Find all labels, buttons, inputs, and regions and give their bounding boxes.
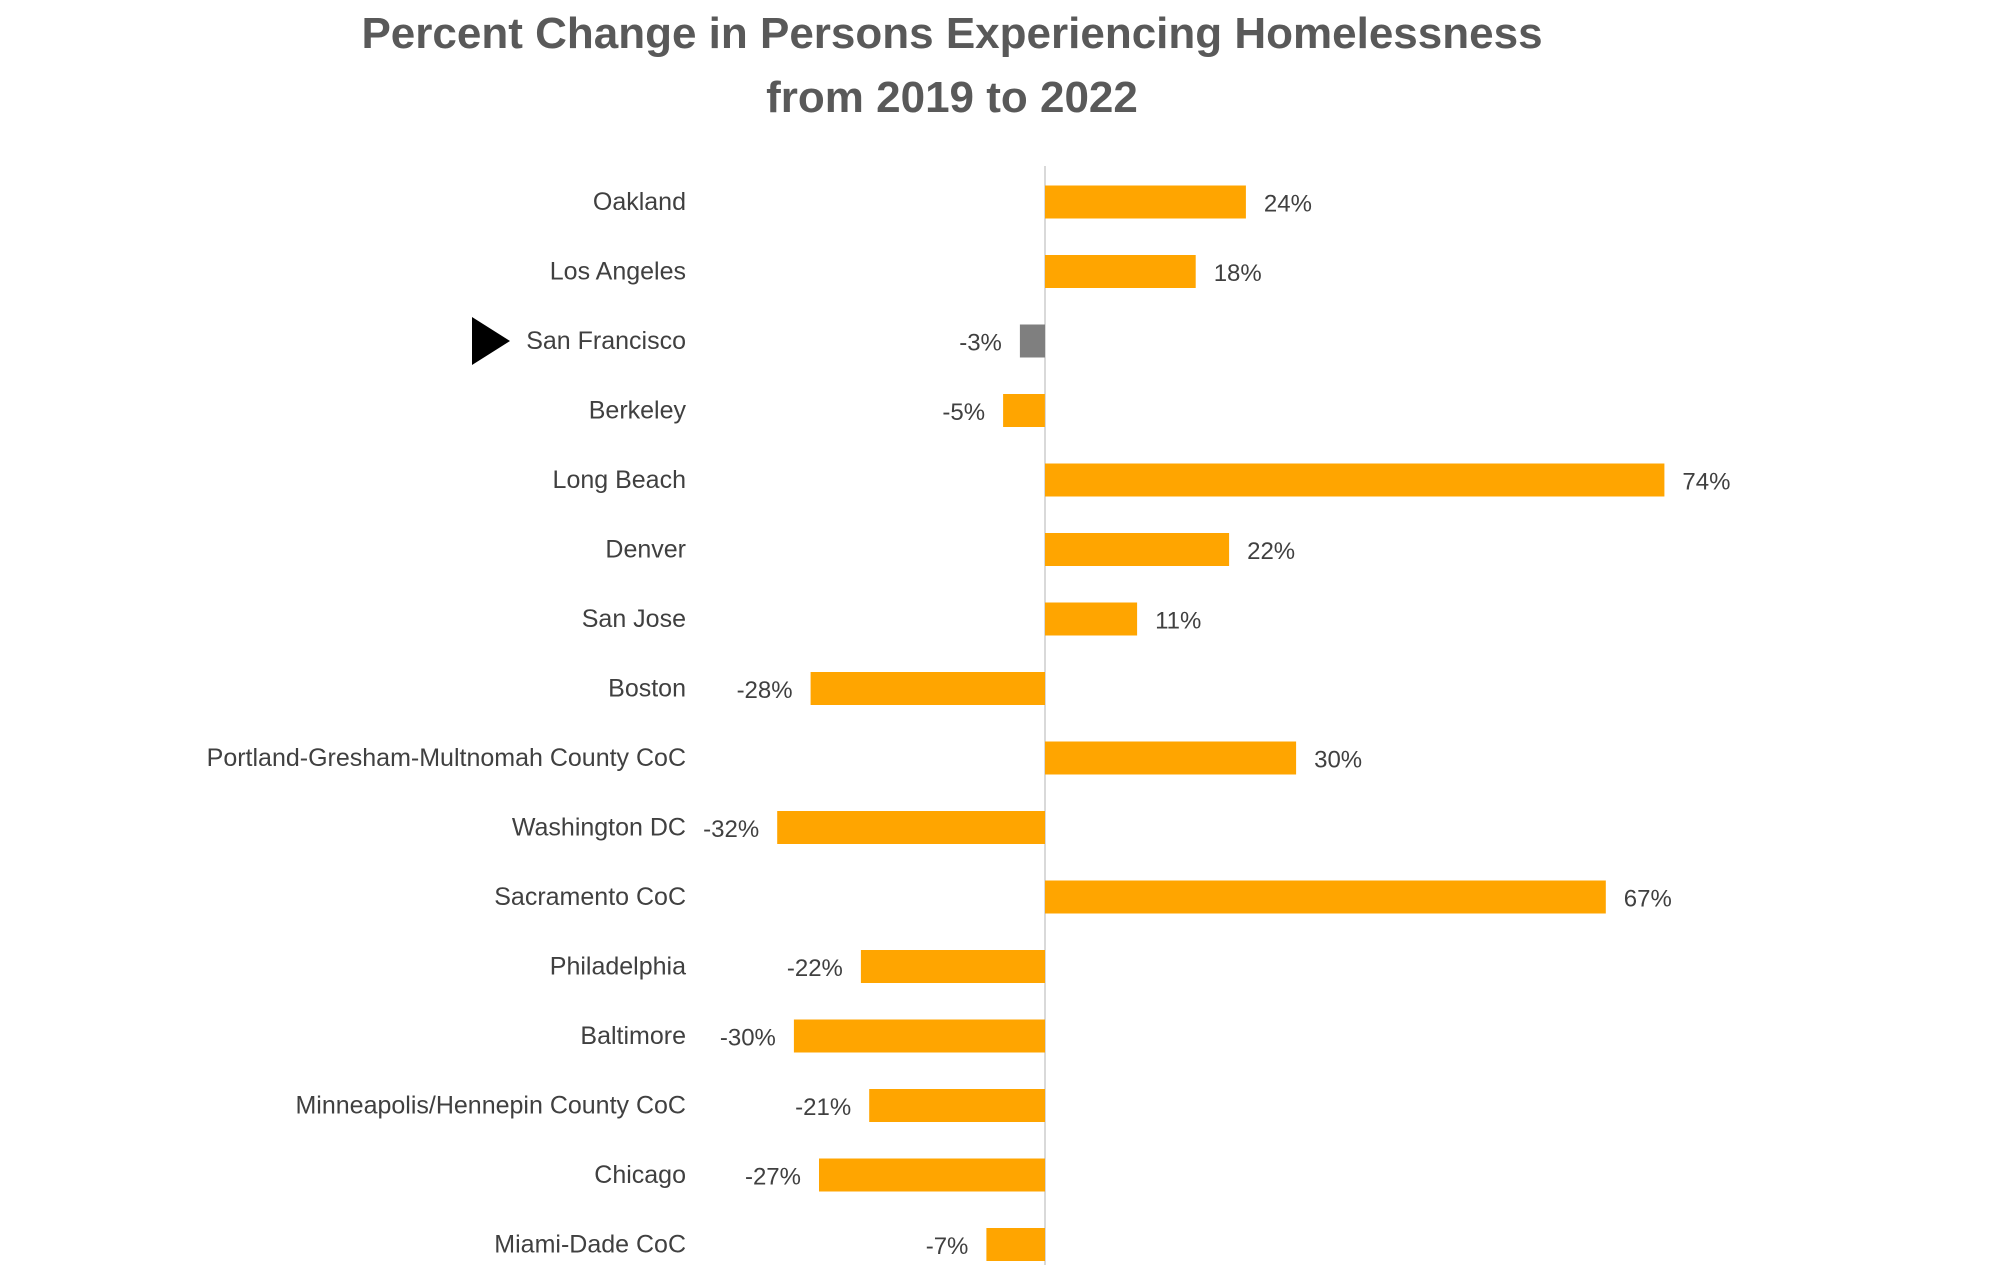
bar-row-denver: Denver 22% xyxy=(605,533,1295,566)
bar-sacramento-coc xyxy=(1045,880,1606,914)
data-label-miami-dade-coc: -7% xyxy=(926,1233,969,1260)
bar-washington-dc xyxy=(777,811,1045,844)
bar-row-los-angeles: Los Angeles 18% xyxy=(550,255,1262,288)
category-label-sacramento-coc: Sacramento CoC xyxy=(494,883,686,911)
data-label-washington-dc: -32% xyxy=(703,816,759,843)
bar-row-philadelphia: Philadelphia -22% xyxy=(550,950,1045,983)
category-label-berkeley: Berkeley xyxy=(589,397,687,425)
chart-title-line-2: from 2019 to 2022 xyxy=(766,73,1138,122)
category-label-san-francisco: San Francisco xyxy=(526,327,686,355)
data-label-oakland: 24% xyxy=(1264,191,1312,218)
bar-miami-dade-coc xyxy=(986,1228,1045,1261)
bar-row-boston: Boston -28% xyxy=(608,672,1045,705)
category-label-washington-dc: Washington DC xyxy=(512,814,686,842)
bar-boston xyxy=(810,672,1045,705)
bar-row-washington-dc: Washington DC -32% xyxy=(512,811,1045,844)
bar-row-baltimore: Baltimore -30% xyxy=(580,1019,1045,1053)
bar-row-san-jose: San Jose 11% xyxy=(582,602,1201,636)
bar-row-portland-gresham-multnomah-county-coc: Portland-Gresham-Multnomah County CoC 30% xyxy=(207,741,1362,775)
data-label-chicago: -27% xyxy=(745,1164,801,1191)
bar-row-minneapolis-hennepin-county-coc: Minneapolis/Hennepin County CoC -21% xyxy=(295,1089,1045,1122)
category-label-long-beach: Long Beach xyxy=(553,466,686,494)
bar-los-angeles xyxy=(1045,255,1196,288)
category-label-baltimore: Baltimore xyxy=(580,1022,686,1050)
bar-minneapolis-hennepin-county-coc xyxy=(869,1089,1045,1122)
bar-row-miami-dade-coc: Miami-Dade CoC -7% xyxy=(494,1228,1045,1261)
data-label-sacramento-coc: 67% xyxy=(1624,886,1672,913)
category-label-oakland: Oakland xyxy=(593,188,686,216)
data-label-baltimore: -30% xyxy=(720,1025,776,1052)
category-label-denver: Denver xyxy=(605,536,686,564)
bar-denver xyxy=(1045,533,1230,566)
highlight-marker-layer xyxy=(472,317,510,365)
data-label-denver: 22% xyxy=(1247,538,1295,565)
bar-row-chicago: Chicago -27% xyxy=(594,1158,1045,1192)
bar-long-beach xyxy=(1045,463,1665,497)
bar-berkeley xyxy=(1003,394,1045,427)
bar-oakland xyxy=(1045,185,1246,219)
data-label-berkeley: -5% xyxy=(942,399,985,426)
category-label-portland-gresham-multnomah-county-coc: Portland-Gresham-Multnomah County CoC xyxy=(207,744,686,772)
bar-philadelphia xyxy=(860,950,1045,983)
category-label-miami-dade-coc: Miami-Dade CoC xyxy=(494,1231,686,1259)
chart-title-line-1: Percent Change in Persons Experiencing H… xyxy=(361,9,1542,58)
bar-row-sacramento-coc: Sacramento CoC 67% xyxy=(494,880,1672,914)
data-label-boston: -28% xyxy=(737,677,793,704)
category-label-philadelphia: Philadelphia xyxy=(550,953,686,981)
category-label-boston: Boston xyxy=(608,675,686,703)
data-label-san-jose: 11% xyxy=(1155,608,1201,635)
data-label-los-angeles: 18% xyxy=(1214,260,1262,287)
category-label-chicago: Chicago xyxy=(594,1161,686,1189)
data-label-philadelphia: -22% xyxy=(787,955,843,982)
bar-rows: Oakland 24% Los Angeles 18% San Francisco -3%… xyxy=(207,185,1730,1261)
bar-row-berkeley: Berkeley -5% xyxy=(589,394,1045,427)
data-label-san-francisco: -3% xyxy=(959,330,1002,357)
category-label-los-angeles: Los Angeles xyxy=(550,258,686,286)
chart-title: Percent Change in Persons Experiencing H… xyxy=(361,9,1542,122)
category-label-minneapolis-hennepin-county-coc: Minneapolis/Hennepin County CoC xyxy=(295,1092,686,1120)
bar-san-jose xyxy=(1045,602,1138,636)
bar-portland-gresham-multnomah-county-coc xyxy=(1045,741,1297,775)
bar-san-francisco xyxy=(1019,324,1045,358)
highlight-arrow-icon xyxy=(472,317,510,365)
bar-baltimore xyxy=(793,1019,1045,1053)
category-label-san-jose: San Jose xyxy=(582,605,686,633)
bar-row-san-francisco: San Francisco -3% xyxy=(526,324,1045,358)
data-label-minneapolis-hennepin-county-coc: -21% xyxy=(795,1094,851,1121)
bar-row-long-beach: Long Beach 74% xyxy=(553,463,1730,497)
bar-chicago xyxy=(819,1158,1045,1192)
bar-row-oakland: Oakland 24% xyxy=(593,185,1312,219)
data-label-portland-gresham-multnomah-county-coc: 30% xyxy=(1314,747,1362,774)
data-label-long-beach: 74% xyxy=(1682,469,1730,496)
